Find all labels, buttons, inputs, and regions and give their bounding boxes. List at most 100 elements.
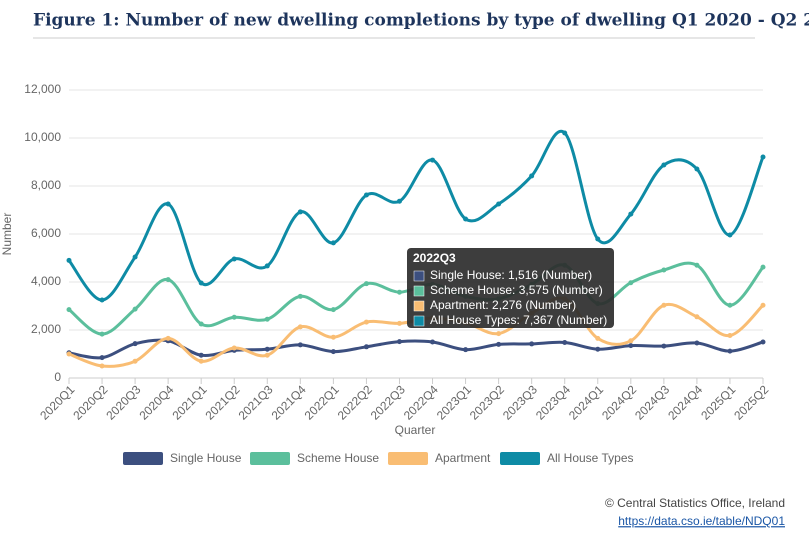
data-point <box>595 236 601 242</box>
data-point <box>496 341 502 347</box>
data-point <box>396 320 402 326</box>
x-tick-label: 2020Q1 <box>37 382 77 422</box>
data-point <box>66 351 72 357</box>
data-point <box>628 343 634 349</box>
data-point <box>595 346 601 352</box>
y-tick-label: 0 <box>54 370 61 384</box>
data-point <box>628 280 634 286</box>
x-tick-label: 2023Q1 <box>434 382 474 422</box>
data-point <box>562 339 568 345</box>
data-point <box>132 306 138 312</box>
data-point <box>463 347 469 353</box>
data-point <box>430 157 436 163</box>
x-tick-label: 2025Q2 <box>731 382 771 422</box>
data-point <box>694 314 700 320</box>
x-tick-label: 2024Q4 <box>665 382 705 422</box>
data-point <box>297 324 303 330</box>
y-tick-label: 8,000 <box>31 178 61 192</box>
tooltip-line: Single House: 1,516 (Number) <box>430 268 592 282</box>
data-point <box>529 173 535 179</box>
data-point <box>363 192 369 198</box>
data-point <box>463 216 469 222</box>
data-point <box>727 333 733 339</box>
tooltip-swatch <box>413 315 425 327</box>
tooltip: 2022Q3 Single House: 1,516 (Number)Scheme… <box>407 248 614 328</box>
data-point <box>264 352 270 358</box>
y-axis-title: Number <box>0 213 14 256</box>
data-point <box>727 348 733 354</box>
data-point <box>264 346 270 352</box>
data-point <box>661 302 667 308</box>
data-point <box>132 254 138 260</box>
series-line <box>68 338 764 360</box>
x-tick-label: 2021Q2 <box>203 382 243 422</box>
x-tick-label: 2021Q1 <box>169 382 209 422</box>
data-point <box>727 302 733 308</box>
data-point <box>198 321 204 327</box>
legend-label: Scheme House <box>297 451 379 465</box>
x-tick-label: 2020Q4 <box>136 382 176 422</box>
data-point <box>330 307 336 313</box>
data-point <box>727 232 733 238</box>
data-point <box>99 331 105 337</box>
data-point <box>330 349 336 355</box>
data-point <box>628 338 634 344</box>
x-tick-label: 2023Q2 <box>467 382 507 422</box>
data-point <box>132 341 138 347</box>
data-point <box>231 314 237 320</box>
tooltip-swatch <box>413 300 425 312</box>
data-point <box>297 209 303 215</box>
data-point <box>363 344 369 350</box>
data-point <box>363 319 369 325</box>
data-point <box>99 355 105 361</box>
data-point <box>99 363 105 369</box>
data-point <box>297 342 303 348</box>
data-point <box>760 264 766 270</box>
data-point <box>264 263 270 269</box>
x-tick-label: 2024Q3 <box>632 382 672 422</box>
data-point <box>231 256 237 262</box>
legend-swatch <box>123 452 163 465</box>
x-axis-title: Quarter <box>395 423 436 437</box>
data-point <box>198 280 204 286</box>
legend-swatch <box>250 452 290 465</box>
data-point <box>198 352 204 358</box>
data-point <box>595 335 601 341</box>
x-tick-label: 2023Q3 <box>500 382 540 422</box>
source-link[interactable]: https://data.cso.ie/table/NDQ01 <box>618 514 785 528</box>
legend-swatch <box>388 452 428 465</box>
legend-swatch <box>500 452 540 465</box>
data-point <box>430 339 436 345</box>
data-point <box>165 335 171 341</box>
data-point <box>396 289 402 295</box>
data-point <box>396 339 402 345</box>
tooltip-box <box>407 248 614 328</box>
tooltip-swatch <box>413 270 425 282</box>
data-point <box>99 297 105 303</box>
tooltip-line: Apartment: 2,276 (Number) <box>430 298 576 312</box>
data-point <box>396 198 402 204</box>
data-point <box>694 340 700 346</box>
x-tick-label: 2021Q3 <box>236 382 276 422</box>
data-point <box>628 211 634 217</box>
data-point <box>661 267 667 273</box>
data-point <box>66 307 72 313</box>
data-point <box>694 166 700 172</box>
data-point <box>694 262 700 268</box>
data-point <box>661 343 667 349</box>
data-point <box>66 257 72 263</box>
x-tick-label: 2022Q3 <box>368 382 408 422</box>
x-tick-label: 2022Q1 <box>302 382 342 422</box>
legend-label: Apartment <box>435 451 491 465</box>
y-tick-label: 10,000 <box>24 130 61 144</box>
data-point <box>231 345 237 351</box>
tooltip-line: All House Types: 7,367 (Number) <box>430 313 607 327</box>
data-point <box>198 358 204 364</box>
data-point <box>330 240 336 246</box>
x-tick-label: 2024Q1 <box>566 382 606 422</box>
tooltip-title: 2022Q3 <box>413 251 456 265</box>
x-tick-label: 2023Q4 <box>533 382 573 422</box>
data-point <box>132 358 138 364</box>
x-tick-label: 2024Q2 <box>599 382 639 422</box>
